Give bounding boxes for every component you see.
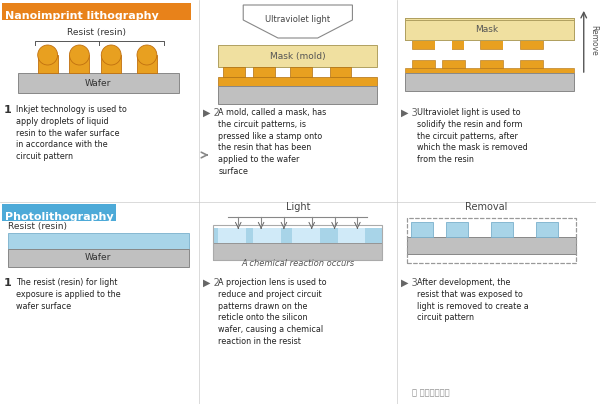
Bar xyxy=(405,18,574,40)
Text: A chemical reaction occurs: A chemical reaction occurs xyxy=(241,259,355,267)
Text: ▶ 2: ▶ 2 xyxy=(203,278,220,288)
Bar xyxy=(290,67,312,77)
Text: Nanoimprint lithography: Nanoimprint lithography xyxy=(5,11,159,21)
Bar xyxy=(405,18,574,20)
Bar xyxy=(2,204,116,221)
Text: Ultraviolet light: Ultraviolet light xyxy=(265,15,331,25)
Text: Mask (mold): Mask (mold) xyxy=(270,51,326,61)
Text: After development, the
resist that was exposed to
light is removed to create a
c: After development, the resist that was e… xyxy=(417,278,529,322)
Text: Resist (resin): Resist (resin) xyxy=(8,223,67,231)
Bar xyxy=(405,18,574,40)
Bar xyxy=(218,86,377,104)
Bar xyxy=(520,60,543,68)
Bar xyxy=(292,228,320,243)
Text: Resist (resin): Resist (resin) xyxy=(67,29,126,38)
Bar xyxy=(218,228,246,243)
Text: 1: 1 xyxy=(4,105,12,115)
Bar xyxy=(338,228,365,243)
Text: Remove: Remove xyxy=(590,25,599,55)
Bar xyxy=(218,45,377,67)
Bar xyxy=(464,40,481,59)
Bar xyxy=(407,237,576,254)
Text: ▶ 2: ▶ 2 xyxy=(203,108,220,118)
Bar xyxy=(446,222,467,237)
Text: Ultraviolet light is used to
solidify the resin and form
the circuit patterns, a: Ultraviolet light is used to solidify th… xyxy=(417,108,528,164)
Bar xyxy=(407,218,576,263)
Bar xyxy=(18,73,179,93)
Bar xyxy=(412,40,435,49)
Text: Inkjet technology is used to
apply droplets of liquid
resin to the wafer surface: Inkjet technology is used to apply dropl… xyxy=(16,105,127,161)
Text: ▶ 3: ▶ 3 xyxy=(401,108,418,118)
Text: 🔔 公众号芯智讯: 🔔 公众号芯智讯 xyxy=(412,389,449,398)
Bar xyxy=(218,77,377,86)
Text: Mask: Mask xyxy=(475,25,498,34)
Bar xyxy=(412,60,435,68)
Bar xyxy=(411,222,433,237)
Circle shape xyxy=(38,45,58,65)
Bar xyxy=(214,225,382,260)
Circle shape xyxy=(70,45,89,65)
Circle shape xyxy=(137,45,157,65)
Bar xyxy=(8,249,188,267)
Text: Removal: Removal xyxy=(465,202,508,212)
Bar xyxy=(223,67,245,77)
Bar xyxy=(481,40,503,49)
Text: A mold, called a mask, has
the circuit patterns, is
pressed like a stamp onto
th: A mold, called a mask, has the circuit p… xyxy=(218,108,326,176)
Bar xyxy=(214,243,382,260)
Bar xyxy=(405,73,574,91)
Bar xyxy=(407,218,576,263)
Bar xyxy=(253,228,281,243)
Bar xyxy=(435,40,452,59)
Circle shape xyxy=(101,45,121,65)
Bar xyxy=(253,67,275,77)
Bar xyxy=(503,40,520,59)
Bar xyxy=(442,60,464,68)
Bar xyxy=(407,218,576,263)
Polygon shape xyxy=(243,5,352,38)
Bar xyxy=(8,233,188,249)
Text: Wafer: Wafer xyxy=(85,253,112,263)
Bar xyxy=(101,55,121,73)
Bar xyxy=(70,55,89,73)
Bar xyxy=(481,60,503,68)
Text: Wafer: Wafer xyxy=(85,78,112,88)
Bar xyxy=(214,228,382,243)
Bar xyxy=(536,222,558,237)
Bar xyxy=(137,55,157,73)
Text: 1: 1 xyxy=(4,278,12,288)
Text: Light: Light xyxy=(286,202,310,212)
Bar xyxy=(2,3,191,20)
Text: ▶ 3: ▶ 3 xyxy=(401,278,418,288)
Text: Photolithography: Photolithography xyxy=(5,212,113,222)
Bar xyxy=(405,68,574,73)
Text: The resist (resin) for light
exposure is applied to the
wafer surface: The resist (resin) for light exposure is… xyxy=(16,278,121,311)
Bar xyxy=(38,55,58,73)
Bar xyxy=(329,67,352,77)
Bar xyxy=(491,222,513,237)
Bar xyxy=(520,40,543,49)
Bar xyxy=(442,40,464,49)
Text: A projection lens is used to
reduce and project circuit
patterns drawn on the
re: A projection lens is used to reduce and … xyxy=(218,278,327,346)
